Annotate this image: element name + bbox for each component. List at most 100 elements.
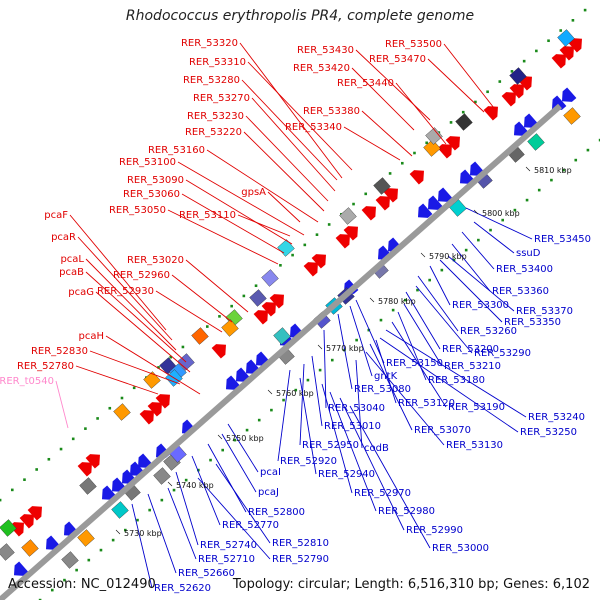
inner-track-dot <box>513 208 517 212</box>
leader-line <box>131 503 153 589</box>
leader-line <box>239 42 343 179</box>
inner-track-dot <box>282 398 285 402</box>
inner-track-dot <box>233 438 237 442</box>
upper-gene-label: RER_53110 <box>179 210 236 221</box>
gene-feature <box>211 344 227 359</box>
gene-feature <box>361 206 377 221</box>
outer-track-dot <box>486 90 489 94</box>
upper-gene-label: RER_53280 <box>183 75 240 86</box>
gene-arrow <box>567 38 583 53</box>
gene-block <box>21 539 39 557</box>
scale-ticks: 5730 kbp 5740 kbp 5750 kbp 5760 kbp 5770 kbp… <box>115 166 572 538</box>
gene-feature <box>409 170 425 185</box>
gene-feature <box>437 144 453 159</box>
gene-arrow <box>19 514 35 529</box>
upper-gene-label: RER_53060 <box>123 189 180 200</box>
lower-gene-label: RER_52950 <box>302 440 359 451</box>
leader-line <box>177 161 305 236</box>
inner-track-dot <box>50 588 54 592</box>
lower-gene-label: RER_52940 <box>318 469 375 480</box>
gene-arrow <box>303 262 319 277</box>
lower-gene-label: RER_53240 <box>528 412 585 423</box>
lower-gene-label: RER_52800 <box>248 507 305 518</box>
upper-gene-label: RER_53160 <box>148 145 205 156</box>
lower-gene-label: RER_52990 <box>406 525 463 536</box>
upper-gene-label: pcaF <box>44 210 68 221</box>
gene-feature <box>527 133 545 151</box>
gene-feature <box>77 462 93 477</box>
outer-track-dot <box>71 437 75 441</box>
gene-block <box>143 371 161 389</box>
lower-gene-label: RER_53040 <box>328 403 385 414</box>
gene-feature <box>551 54 567 69</box>
leader-line <box>95 291 191 373</box>
gene-feature <box>509 67 527 85</box>
outer-track-dot <box>352 202 355 206</box>
outer-track-dot <box>364 192 368 196</box>
leader-line <box>375 339 397 404</box>
gene-arrow <box>225 375 241 390</box>
leader-line <box>447 255 515 312</box>
leader-line <box>403 303 443 367</box>
leader-line <box>185 259 249 313</box>
inner-track-dot <box>184 478 188 482</box>
leader-line <box>369 343 413 431</box>
upper-gene-label: RER_53440 <box>337 78 394 89</box>
inner-track-dot <box>63 578 66 582</box>
gene-block <box>153 467 171 485</box>
gene-feature <box>191 327 209 345</box>
gene-feature <box>101 485 117 500</box>
outer-track-dot <box>23 478 26 481</box>
gene-arrow <box>361 206 377 221</box>
lower-gene-label: RER_53130 <box>446 440 503 451</box>
gene-arrow <box>551 54 567 69</box>
gene-feature <box>61 551 79 569</box>
gene-feature <box>269 294 285 309</box>
gene-feature <box>567 38 583 53</box>
gene-block <box>111 501 129 519</box>
leader-line <box>197 477 271 560</box>
inner-track-dot <box>355 338 358 342</box>
leader-line <box>89 350 181 385</box>
gene-block <box>261 269 279 287</box>
outer-track-dot <box>327 223 331 226</box>
inner-track-dot <box>477 238 480 242</box>
gene-feature <box>311 254 327 269</box>
leader-line <box>461 231 495 270</box>
inner-track-dot <box>416 288 419 292</box>
gene-feature <box>261 302 277 317</box>
scale-tick-mark <box>525 166 531 172</box>
outer-track-dot <box>571 19 575 22</box>
gene-arrow <box>513 121 529 136</box>
outer-track-dot <box>388 172 392 175</box>
inner-track-dot <box>574 158 578 162</box>
lower-gene-label: RER_52790 <box>272 554 329 565</box>
genome-summary: Topology: circular; Length: 6,516,310 bp… <box>232 577 590 592</box>
leader-line <box>215 463 271 544</box>
lower-gene-label: RER_53000 <box>432 543 489 554</box>
outer-track-dot <box>461 110 465 114</box>
rna-gene-label: RER_t0540 <box>0 376 54 387</box>
figure-title: Rhodococcus erythropolis PR4, complete g… <box>125 8 475 24</box>
upper-gene-label: gpsA <box>241 187 266 198</box>
gene-feature <box>261 269 279 287</box>
upper-gene-label: RER_53090 <box>127 175 184 186</box>
leader-line <box>147 493 177 574</box>
scale-tick-label: 5770 kbp <box>326 344 364 353</box>
gene-feature <box>335 234 351 249</box>
gene-feature <box>111 501 129 519</box>
gene-arrow <box>269 294 285 309</box>
leader-line <box>321 383 353 494</box>
lower-gene-label: RER_53190 <box>448 402 505 413</box>
gene-arrow <box>509 84 525 99</box>
outer-track-dot <box>157 366 160 369</box>
scale-tick-label: 5730 kbp <box>124 529 162 538</box>
gene-feature <box>373 177 391 195</box>
gene-block <box>563 107 581 125</box>
gene-feature <box>559 46 575 61</box>
gene-block <box>0 519 17 537</box>
gene-feature <box>77 529 95 547</box>
lower-gene-label: pcaI <box>260 467 281 478</box>
lower-gene-label: codB <box>364 443 389 454</box>
gene-arrow <box>101 485 117 500</box>
